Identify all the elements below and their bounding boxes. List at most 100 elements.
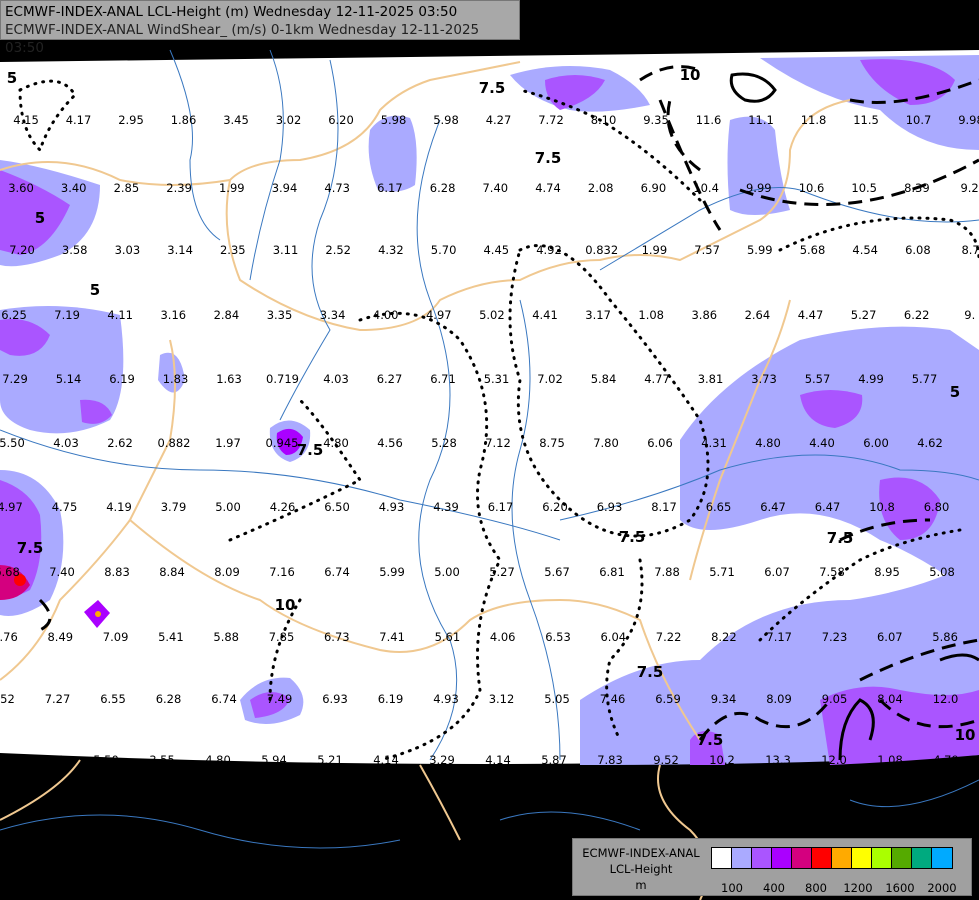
- contour-label: 10: [679, 66, 701, 84]
- contour-label: 7.5: [636, 663, 664, 681]
- windshear-value: 6.27: [376, 372, 403, 386]
- windshear-value: 1.97: [215, 436, 241, 450]
- contour-label: 5: [949, 383, 961, 401]
- legend-swatches: [711, 847, 953, 869]
- windshear-value: 7.49: [266, 692, 293, 706]
- windshear-value: 6.19: [377, 692, 404, 706]
- windshear-value: 7.41: [379, 630, 405, 644]
- windshear-value: 1.99: [218, 181, 245, 195]
- windshear-value: 6.08: [905, 243, 931, 257]
- shade-area: [250, 691, 290, 718]
- legend-model: ECMWF-INDEX-ANAL: [582, 846, 700, 860]
- legend-swatch: [832, 848, 852, 868]
- windshear-value: 6.65: [705, 500, 732, 514]
- windshear-value: 8.09: [214, 565, 240, 579]
- contour-label: 7.5: [296, 441, 324, 459]
- shade-area: [80, 399, 112, 424]
- windshear-value: 3.14: [167, 243, 193, 257]
- windshear-value: 6.93: [322, 692, 348, 706]
- border-lines: [0, 61, 851, 900]
- windshear-value: 3.40: [60, 181, 87, 195]
- windshear-value: 1.86: [170, 113, 197, 127]
- windshear-value: 4.06: [489, 630, 516, 644]
- windshear-value: 8.95: [874, 565, 900, 579]
- windshear-value: 3.12: [488, 692, 515, 706]
- windshear-value: 7.02: [537, 372, 563, 386]
- windshear-value: 4.97: [0, 500, 23, 514]
- color-legend: ECMWF-INDEX-ANAL LCL-Height m 100 400 800 1…: [572, 838, 972, 896]
- windshear-value: 5.27: [850, 308, 877, 322]
- windshear-value: 7.22: [655, 630, 682, 644]
- shade-area: [879, 477, 940, 540]
- legend-swatch: [872, 848, 892, 868]
- shade-area: [158, 352, 185, 393]
- windshear-value: 7.40: [49, 565, 75, 579]
- windshear-value: 9.: [964, 308, 976, 322]
- legend-tick-label: 1200: [843, 881, 873, 895]
- windshear-value: 5.99: [379, 565, 405, 579]
- legend-swatch: [732, 848, 752, 868]
- windshear-value: 5.61: [434, 630, 461, 644]
- windshear-value: 6.07: [876, 630, 903, 644]
- windshear-value: 4.92: [536, 243, 562, 257]
- shade-area: [14, 574, 26, 586]
- windshear-value: 9.34: [710, 692, 737, 706]
- windshear-value: 7.20: [9, 243, 35, 257]
- windshear-value: 4.39: [433, 500, 459, 514]
- windshear-value: 3.58: [61, 243, 88, 257]
- contour-label: 5: [6, 69, 18, 87]
- windshear-value: 5.98: [380, 113, 407, 127]
- windshear-value: 4.93: [433, 692, 459, 706]
- windshear-value: 7.17: [766, 630, 792, 644]
- windshear-value: 9.98: [958, 113, 979, 127]
- title-line-windshear: ECMWF-INDEX-ANAL WindShear_ (m/s) 0-1km …: [5, 22, 480, 56]
- windshear-value: 2.62: [107, 436, 133, 450]
- contour-label: 10: [274, 596, 296, 614]
- windshear-value: 7.09: [102, 630, 129, 644]
- windshear-value: 5.71: [709, 565, 735, 579]
- windshear-value: 3.86: [691, 308, 718, 322]
- legend-swatch: [752, 848, 772, 868]
- windshear-value: 6.71: [430, 372, 456, 386]
- windshear-value: 4.03: [53, 436, 79, 450]
- windshear-value: 3.60: [8, 181, 34, 195]
- windshear-value: 6.50: [324, 500, 350, 514]
- windshear-value: 4.41: [532, 308, 558, 322]
- windshear-value: 13.3: [765, 753, 791, 767]
- windshear-value: 0.76: [0, 630, 18, 644]
- windshear-value: 5.31: [483, 372, 510, 386]
- map-title: ECMWF-INDEX-ANAL LCL-Height (m) Wednesda…: [0, 0, 520, 56]
- shade-area: [95, 611, 101, 617]
- windshear-value: 3.17: [585, 308, 611, 322]
- windshear-value: 4.11: [107, 308, 133, 322]
- windshear-value: 5.41: [158, 630, 184, 644]
- windshear-value: 6.20: [542, 500, 568, 514]
- windshear-value: 9.52: [653, 753, 679, 767]
- windshear-value: 6.73: [323, 630, 350, 644]
- windshear-value: 4.27: [485, 113, 512, 127]
- windshear-value: 7.83: [597, 753, 623, 767]
- windshear-value: 4.40: [809, 436, 835, 450]
- windshear-value: 2.85: [113, 181, 140, 195]
- windshear-value: 7.57: [694, 243, 720, 257]
- windshear-value: 3.34: [319, 308, 346, 322]
- windshear-value: 0.945: [265, 436, 299, 450]
- windshear-value: 4.79: [933, 753, 959, 767]
- windshear-value: 5.84: [590, 372, 617, 386]
- windshear-value: 7.12: [485, 436, 511, 450]
- contour-label: 5: [89, 281, 101, 299]
- windshear-value: 10.4: [693, 181, 719, 195]
- windshear-value: 10.6: [798, 181, 825, 195]
- windshear-value: 7.16: [269, 565, 295, 579]
- windshear-value: 0.719: [266, 372, 299, 386]
- windshear-value: 1.08: [638, 308, 664, 322]
- windshear-value: 9.35: [643, 113, 669, 127]
- windshear-value: 10.7: [905, 113, 932, 127]
- windshear-value: 2.08: [587, 181, 614, 195]
- windshear-value: 5.27: [489, 565, 515, 579]
- windshear-value: 4.19: [106, 500, 132, 514]
- windshear-value: 9.05: [821, 692, 848, 706]
- windshear-value: 5.99: [746, 243, 773, 257]
- contour-label: 7.5: [478, 79, 506, 97]
